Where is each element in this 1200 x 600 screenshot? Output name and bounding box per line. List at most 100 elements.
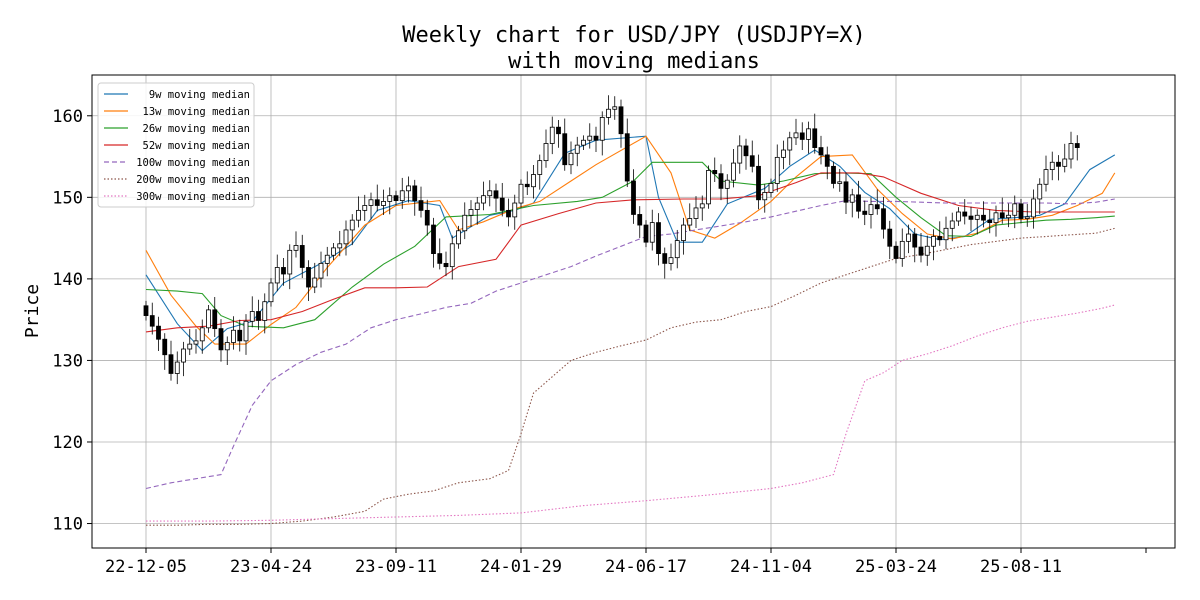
- candle-body: [899, 240, 905, 259]
- ma-line-300w: [146, 304, 1115, 522]
- candle: [949, 212, 955, 242]
- moving-median-lines: [145, 135, 1116, 526]
- candle-body: [356, 209, 361, 221]
- chart-title-line-2: with moving medians: [508, 49, 760, 74]
- candle: [381, 189, 386, 215]
- ma-line-13w: [145, 135, 1116, 345]
- candle-body: [774, 156, 780, 184]
- candle: [281, 258, 286, 286]
- candle-body: [531, 174, 536, 188]
- candle: [562, 118, 568, 171]
- candle-body: [1018, 203, 1024, 219]
- candle-body: [256, 311, 261, 321]
- candle-body: [181, 348, 186, 363]
- candle: [537, 154, 543, 190]
- candle: [593, 126, 599, 152]
- candle-body: [299, 245, 305, 268]
- ma-line-9w: [145, 135, 1116, 352]
- candle-body: [524, 183, 530, 188]
- candle-body: [418, 200, 424, 211]
- candle: [449, 235, 455, 280]
- candle-body: [193, 340, 199, 345]
- candle: [1006, 203, 1011, 228]
- candle-body: [837, 181, 843, 184]
- candle: [218, 319, 224, 362]
- candle: [768, 178, 774, 198]
- candle: [1062, 143, 1068, 173]
- candle: [712, 157, 718, 182]
- candle: [374, 184, 380, 212]
- candle: [968, 206, 974, 232]
- candle-body: [556, 126, 561, 135]
- candle-body: [537, 160, 543, 175]
- candle-body: [574, 144, 580, 154]
- candle-body: [643, 224, 649, 243]
- candle: [468, 200, 474, 228]
- legend-label: 200w moving median: [136, 174, 250, 186]
- candle: [231, 316, 236, 350]
- candle: [331, 242, 336, 261]
- candle-body: [937, 236, 943, 241]
- candle: [1024, 204, 1030, 227]
- candle: [899, 228, 905, 267]
- candle: [149, 302, 155, 335]
- candle: [474, 197, 480, 225]
- candle-body: [949, 220, 955, 229]
- candle: [587, 123, 593, 149]
- candle-body: [237, 329, 243, 342]
- candle-body: [906, 233, 911, 242]
- y-axis-label: Price: [22, 284, 43, 338]
- candle: [868, 197, 874, 229]
- candle-body: [393, 195, 399, 201]
- candle-body: [593, 135, 599, 141]
- y-tick-label: 140: [52, 270, 83, 290]
- candle-body: [624, 133, 630, 182]
- candle: [806, 121, 811, 154]
- candle: [749, 140, 755, 173]
- candle-body: [162, 338, 168, 356]
- candle-body: [849, 194, 855, 203]
- candle: [418, 186, 424, 218]
- candle-body: [887, 228, 893, 247]
- candle-body: [974, 214, 980, 220]
- legend-label: 100w moving median: [136, 157, 250, 169]
- candle: [531, 165, 536, 199]
- y-tick-label: 110: [52, 515, 83, 535]
- candle-body: [943, 227, 949, 241]
- candle-body: [268, 282, 274, 303]
- candle: [981, 201, 986, 228]
- candle-body: [243, 320, 249, 342]
- candle-body: [918, 246, 924, 256]
- candle: [399, 177, 405, 209]
- candle-body: [262, 301, 268, 321]
- candle-body: [174, 361, 180, 374]
- candle-body: [312, 277, 318, 288]
- candle: [812, 113, 818, 154]
- candle-body: [806, 128, 811, 140]
- candle-body: [306, 267, 311, 288]
- x-tick-label: 23-04-24: [230, 557, 312, 577]
- candle: [924, 235, 930, 266]
- candle-body: [499, 197, 505, 211]
- candle: [724, 174, 730, 204]
- candle-body: [737, 145, 743, 164]
- candle-body: [762, 192, 768, 201]
- candle-body: [931, 236, 936, 247]
- candle-body: [512, 202, 518, 218]
- candle: [499, 182, 505, 217]
- candle: [649, 209, 655, 251]
- y-tick-label: 160: [52, 107, 83, 127]
- candle-body: [862, 210, 868, 215]
- candle: [818, 135, 824, 165]
- candle: [493, 183, 499, 213]
- candle-body: [231, 329, 236, 343]
- candle-body: [287, 249, 293, 275]
- candle: [599, 111, 605, 156]
- candle: [343, 220, 349, 256]
- x-tick-label: 23-09-11: [355, 557, 437, 577]
- candle: [356, 196, 361, 228]
- candle: [524, 171, 530, 196]
- candle-body: [143, 305, 149, 316]
- candle: [568, 141, 574, 175]
- candle: [918, 233, 924, 263]
